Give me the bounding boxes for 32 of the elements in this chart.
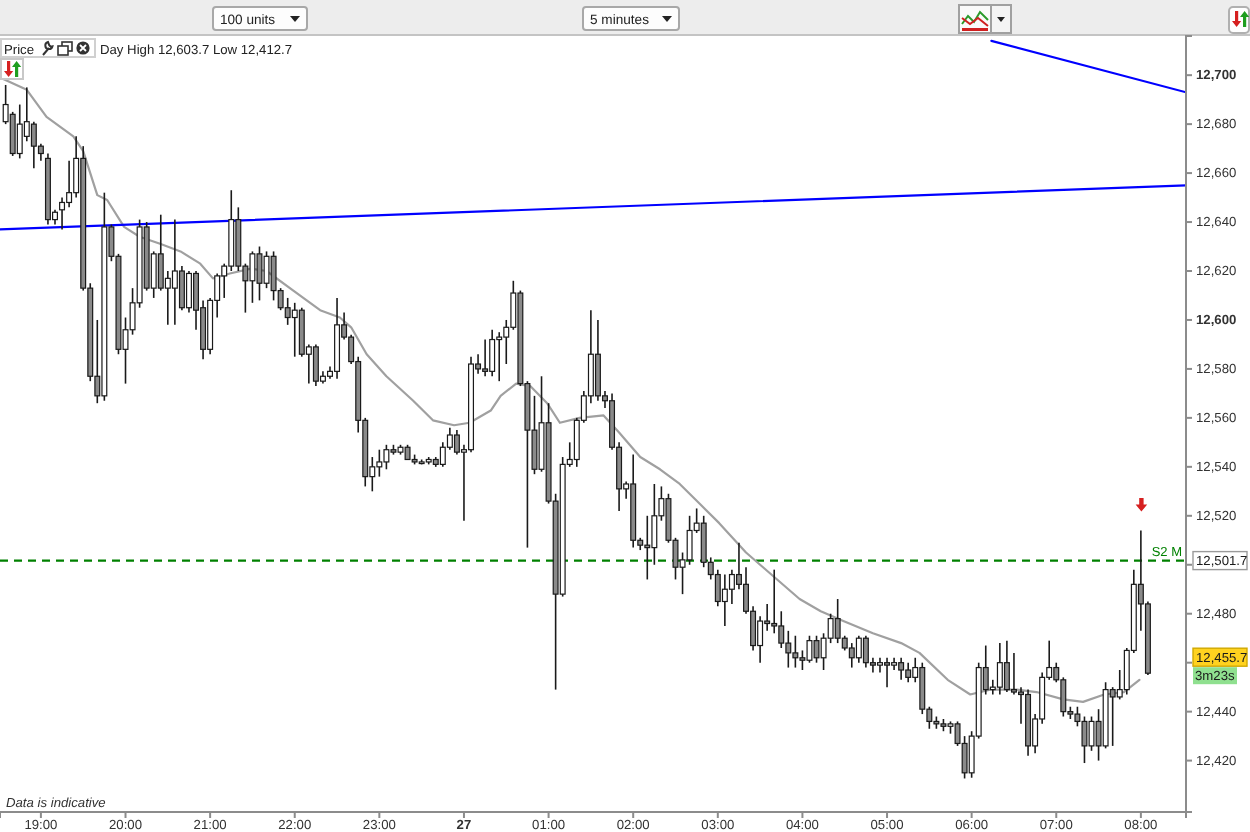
candlestick xyxy=(834,598,841,644)
candlestick xyxy=(482,338,489,378)
candlestick xyxy=(855,634,862,664)
candlestick xyxy=(919,661,926,715)
candlestick xyxy=(594,319,601,402)
candlestick xyxy=(334,297,341,380)
candlestick xyxy=(813,634,820,664)
candlestick xyxy=(1088,715,1095,752)
candlestick xyxy=(898,656,905,681)
candlestick xyxy=(263,250,270,289)
candlestick xyxy=(270,250,277,302)
candlestick xyxy=(383,444,390,471)
candlestick xyxy=(792,634,799,669)
candlestick xyxy=(1081,715,1088,764)
candlestick xyxy=(185,270,192,314)
candlestick xyxy=(1003,639,1010,693)
candlestick xyxy=(291,302,298,358)
candlestick xyxy=(884,656,891,688)
candlestick xyxy=(862,634,869,669)
candlestick xyxy=(686,515,693,566)
candlestick xyxy=(905,661,912,684)
candlestick xyxy=(312,343,319,387)
candlestick xyxy=(1109,686,1116,747)
candlestick xyxy=(171,218,178,326)
candlestick xyxy=(848,642,855,669)
candlestick xyxy=(644,515,651,581)
candlestick xyxy=(9,111,16,157)
candlestick xyxy=(721,573,728,627)
candlestick xyxy=(806,634,813,664)
candlestick xyxy=(489,328,496,378)
candlestick xyxy=(996,642,1003,696)
candlestick xyxy=(256,245,263,302)
